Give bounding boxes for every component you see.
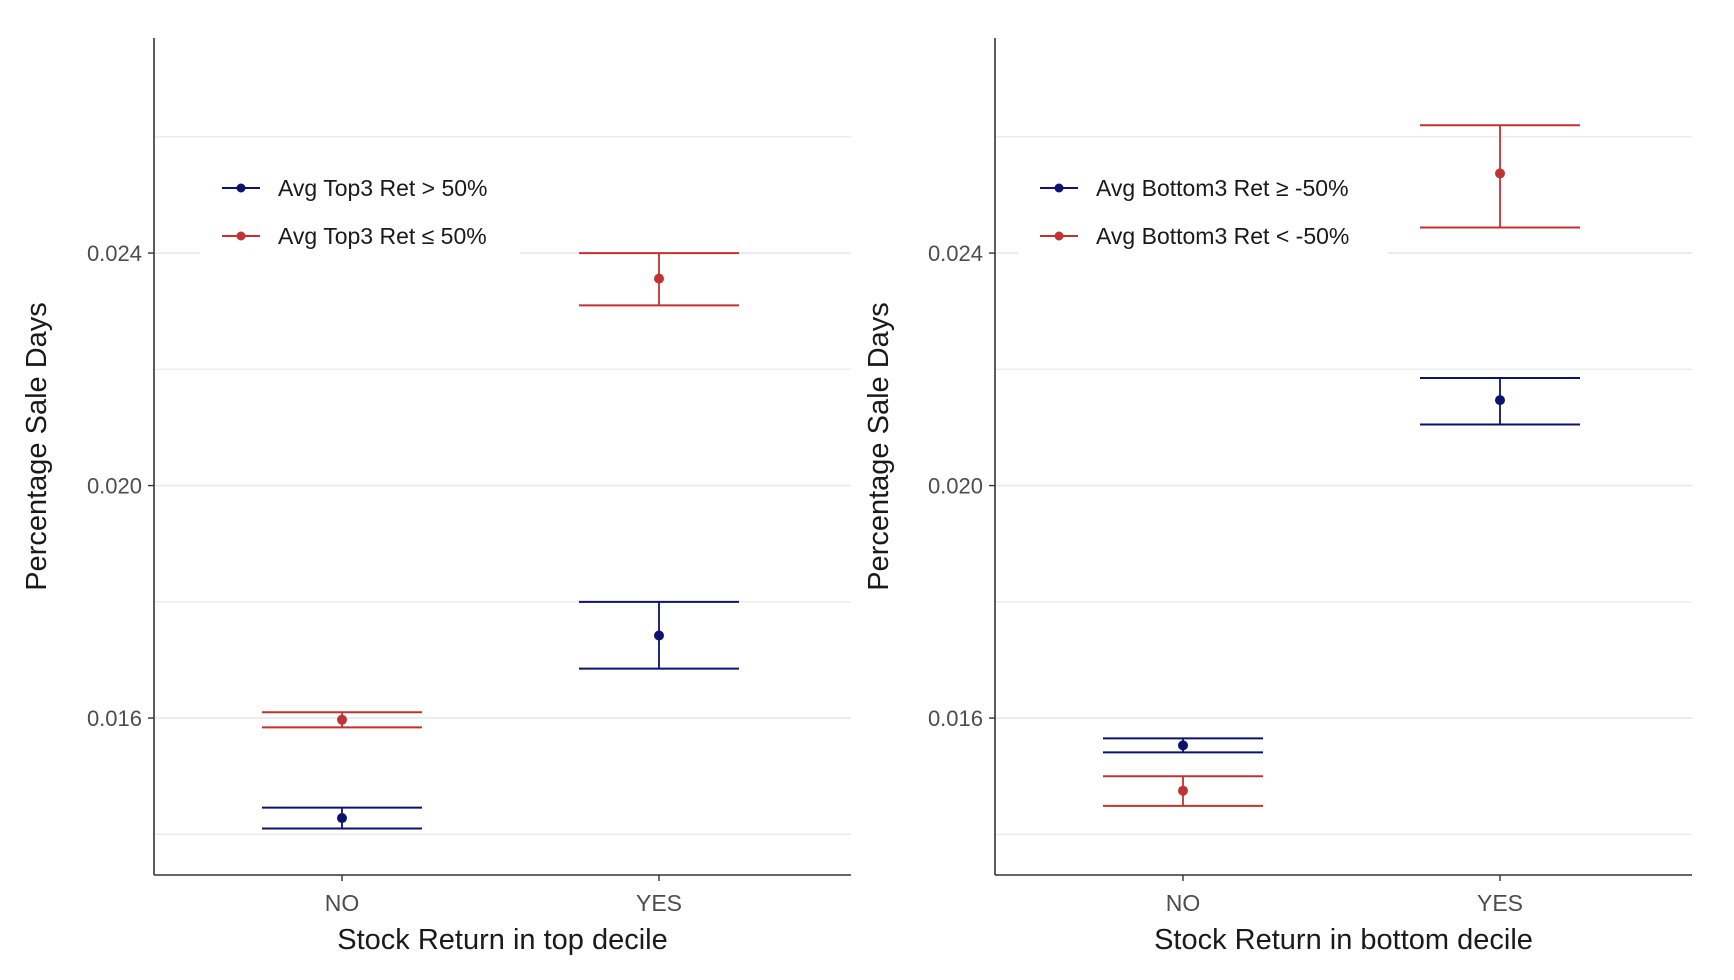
- data-point: [1495, 168, 1505, 179]
- data-point: [337, 813, 347, 824]
- y-tick-label: 0.024: [87, 241, 142, 266]
- legend-key-point: [1054, 231, 1064, 241]
- legend-label: Avg Bottom3 Ret ≥ -50%: [1096, 175, 1349, 201]
- data-point: [1495, 395, 1505, 406]
- x-tick-label: NO: [325, 890, 360, 916]
- x-axis-title: Stock Return in bottom decile: [1154, 924, 1533, 956]
- panel-top-decile: 0.016 0.020 0.024 NO YES Stock Return in top …: [21, 38, 851, 956]
- x-tick-label: YES: [636, 890, 682, 916]
- legend-label: Avg Top3 Ret > 50%: [278, 175, 488, 201]
- series-1: [262, 252, 739, 729]
- legend-entry-1: Avg Bottom3 Ret < -50%: [1040, 223, 1349, 249]
- data-point: [1178, 785, 1188, 796]
- y-tick-label: 0.016: [928, 706, 983, 731]
- legend-key-point: [1054, 183, 1064, 193]
- data-point: [654, 273, 664, 284]
- y-tick-label: 0.024: [928, 241, 983, 266]
- y-axis-title: Percentage Sale Days: [21, 302, 53, 591]
- data-point: [1178, 740, 1188, 751]
- legend-background: [200, 140, 520, 272]
- x-tick-label: NO: [1166, 890, 1201, 916]
- series-0: [262, 600, 739, 830]
- data-point: [654, 630, 664, 641]
- legend-label: Avg Bottom3 Ret < -50%: [1096, 223, 1349, 249]
- legend-key-point: [236, 231, 246, 241]
- legend-background: [1018, 140, 1388, 272]
- legend-entry-0: Avg Top3 Ret > 50%: [222, 175, 488, 201]
- y-tick-label: 0.020: [928, 474, 983, 499]
- data-point: [337, 714, 347, 725]
- x-axis-title: Stock Return in top decile: [337, 924, 667, 956]
- legend-key-point: [236, 183, 246, 193]
- y-tick-label: 0.016: [87, 706, 142, 731]
- legend-entry-1: Avg Top3 Ret ≤ 50%: [222, 223, 487, 249]
- panel-bottom-decile: 0.016 0.020 0.024 NO YES Stock Return in bott…: [863, 38, 1692, 956]
- x-tick-label: YES: [1477, 890, 1523, 916]
- series-1: [1103, 124, 1580, 807]
- y-tick-label: 0.020: [87, 474, 142, 499]
- y-axis-title: Percentage Sale Days: [863, 302, 895, 591]
- legend-entry-0: Avg Bottom3 Ret ≥ -50%: [1040, 175, 1349, 201]
- series-0: [1103, 377, 1580, 754]
- legend-label: Avg Top3 Ret ≤ 50%: [278, 223, 487, 249]
